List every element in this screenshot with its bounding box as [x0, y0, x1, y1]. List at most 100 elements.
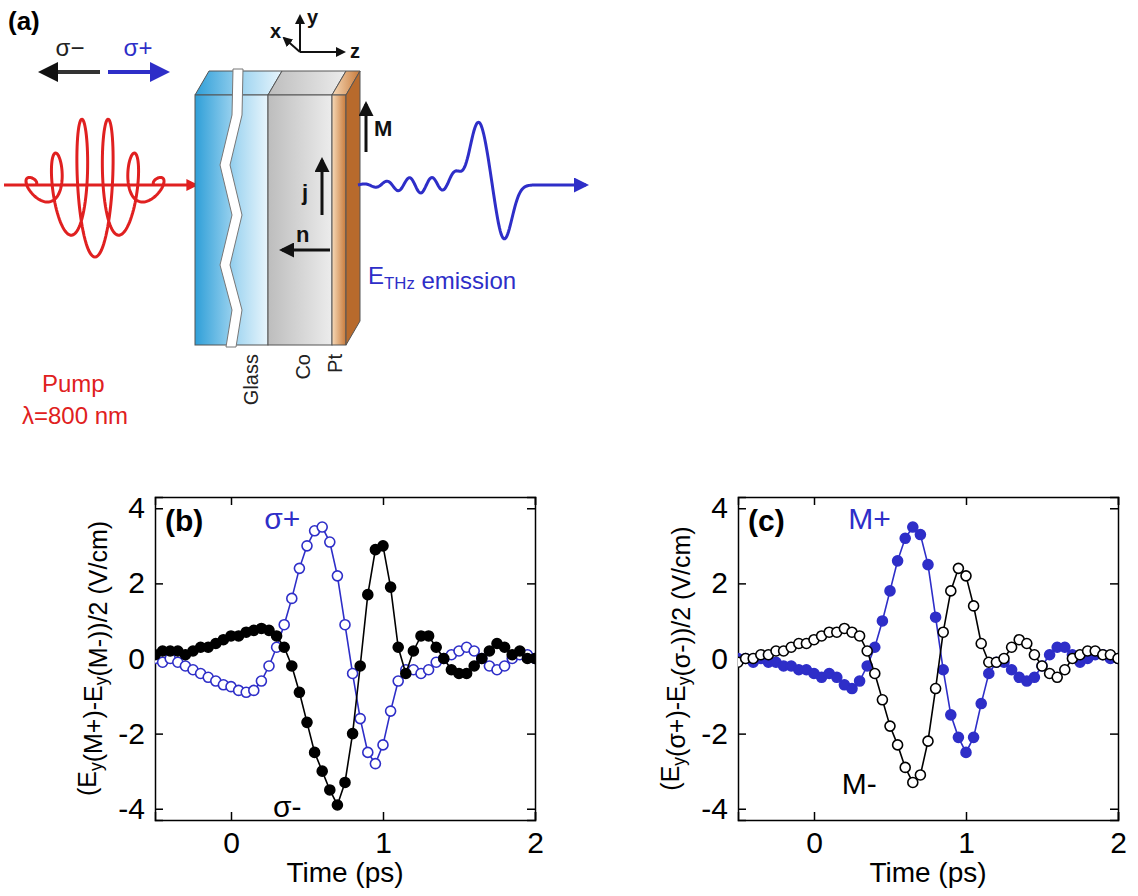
y-tick-mark	[1110, 733, 1118, 735]
series-point	[855, 631, 865, 641]
y-tick	[1110, 583, 1118, 584]
series-point	[325, 785, 335, 795]
series-point	[923, 736, 933, 746]
series-point	[969, 732, 979, 742]
series-point	[1029, 650, 1039, 660]
series-point	[961, 571, 971, 581]
series-point	[386, 582, 396, 592]
series-point	[279, 620, 289, 630]
panel-label: (a)	[8, 6, 40, 36]
axis-arrow	[299, 16, 301, 52]
x-tick-mark	[814, 497, 816, 505]
emission-label: ETHz emission	[368, 262, 516, 294]
y-tick-mark	[1110, 808, 1118, 810]
y-tick: 4	[711, 491, 746, 524]
x-tick-label: 2	[1110, 826, 1127, 859]
series-point	[287, 661, 297, 671]
y-axis-title: (Ey(σ+)-Ey(σ-))/2 (V/cm)	[656, 526, 695, 790]
glass-break	[220, 69, 243, 347]
y-tick-mark	[738, 733, 746, 735]
series-line	[738, 568, 1118, 782]
y-tick: -4	[118, 792, 163, 825]
series-point	[915, 530, 925, 540]
series-point	[530, 654, 535, 664]
pump-helix	[26, 119, 164, 257]
x-tick-label: 2	[527, 826, 544, 859]
frame-line	[739, 498, 1119, 506]
y-tick-label: -4	[118, 792, 145, 825]
y-tick	[1110, 809, 1118, 810]
series-point	[984, 669, 994, 679]
series-point	[302, 541, 312, 551]
series-point	[1113, 654, 1118, 664]
vector-label: M	[374, 116, 392, 141]
x-axis: 0 1 2	[156, 812, 544, 859]
series-point	[530, 654, 535, 664]
vector-label: n	[296, 222, 309, 247]
y-tick-label: 2	[128, 566, 145, 599]
series-point	[969, 601, 979, 611]
y-tick-label: -2	[701, 717, 728, 750]
axis-label: z	[350, 40, 360, 62]
y-axis: -4-2024	[701, 491, 746, 824]
series-point	[332, 800, 342, 810]
y-tick-label: 0	[711, 642, 728, 675]
x-tick: 1	[375, 812, 392, 859]
frame-line	[156, 498, 536, 506]
x-axis-top	[739, 497, 1119, 505]
series-point	[378, 740, 388, 750]
series-point	[938, 665, 948, 675]
series-point	[340, 777, 350, 787]
pump-label: Pump	[42, 370, 105, 397]
y-tick	[1110, 734, 1118, 735]
y-tick-mark	[738, 583, 746, 585]
x-tick: 0	[806, 812, 823, 859]
series-point	[862, 646, 872, 656]
pump-beam	[4, 184, 196, 187]
y-tick-label: 4	[711, 491, 728, 524]
y-tick-label: 4	[128, 491, 145, 524]
series-point	[317, 766, 327, 776]
series-point	[264, 661, 274, 671]
y-tick-mark	[155, 583, 163, 585]
y-tick: -2	[118, 717, 163, 750]
series-point	[363, 747, 373, 757]
y-tick-mark	[155, 808, 163, 810]
y-tick	[527, 508, 535, 509]
series-line	[155, 527, 535, 764]
series-point	[386, 706, 396, 716]
y-tick	[527, 734, 535, 735]
series-label: M+	[848, 502, 891, 535]
series-point	[900, 533, 910, 543]
series-point	[915, 770, 925, 780]
axis-arrow	[300, 51, 344, 53]
series-point	[287, 593, 297, 603]
x-tick-mark	[814, 812, 816, 820]
series-point	[877, 695, 887, 705]
series-point	[332, 571, 342, 581]
x-tick-mark	[231, 812, 233, 820]
axis-arrow	[284, 38, 300, 52]
series-point	[294, 687, 304, 697]
chart-panel: 012-4-2024σ+σ-(b)Time (ps)(Ey(M+)-Ey(M-)…	[73, 491, 544, 888]
y-tick-mark	[155, 733, 163, 735]
y-tick-mark	[527, 808, 535, 810]
layer-label: Glass	[240, 354, 262, 405]
x-axis-line	[156, 812, 536, 821]
series-line	[738, 527, 1118, 752]
series-point	[340, 620, 350, 630]
y-axis-title: (Ey(M+)-Ey(M-))/2 (V/cm)	[73, 521, 112, 796]
x-tick	[383, 497, 384, 505]
x-tick-label: 0	[223, 826, 240, 859]
x-tick-label: 0	[806, 826, 823, 859]
series-line	[155, 546, 535, 805]
series-point	[363, 590, 373, 600]
x-tick-label: 1	[375, 826, 392, 859]
series-point	[877, 616, 887, 626]
y-tick-mark	[155, 508, 163, 510]
y-tick-mark	[527, 583, 535, 585]
series-point	[900, 762, 910, 772]
series-point	[1029, 672, 1039, 682]
x-tick	[231, 497, 232, 505]
x-axis: 012	[739, 812, 1127, 859]
